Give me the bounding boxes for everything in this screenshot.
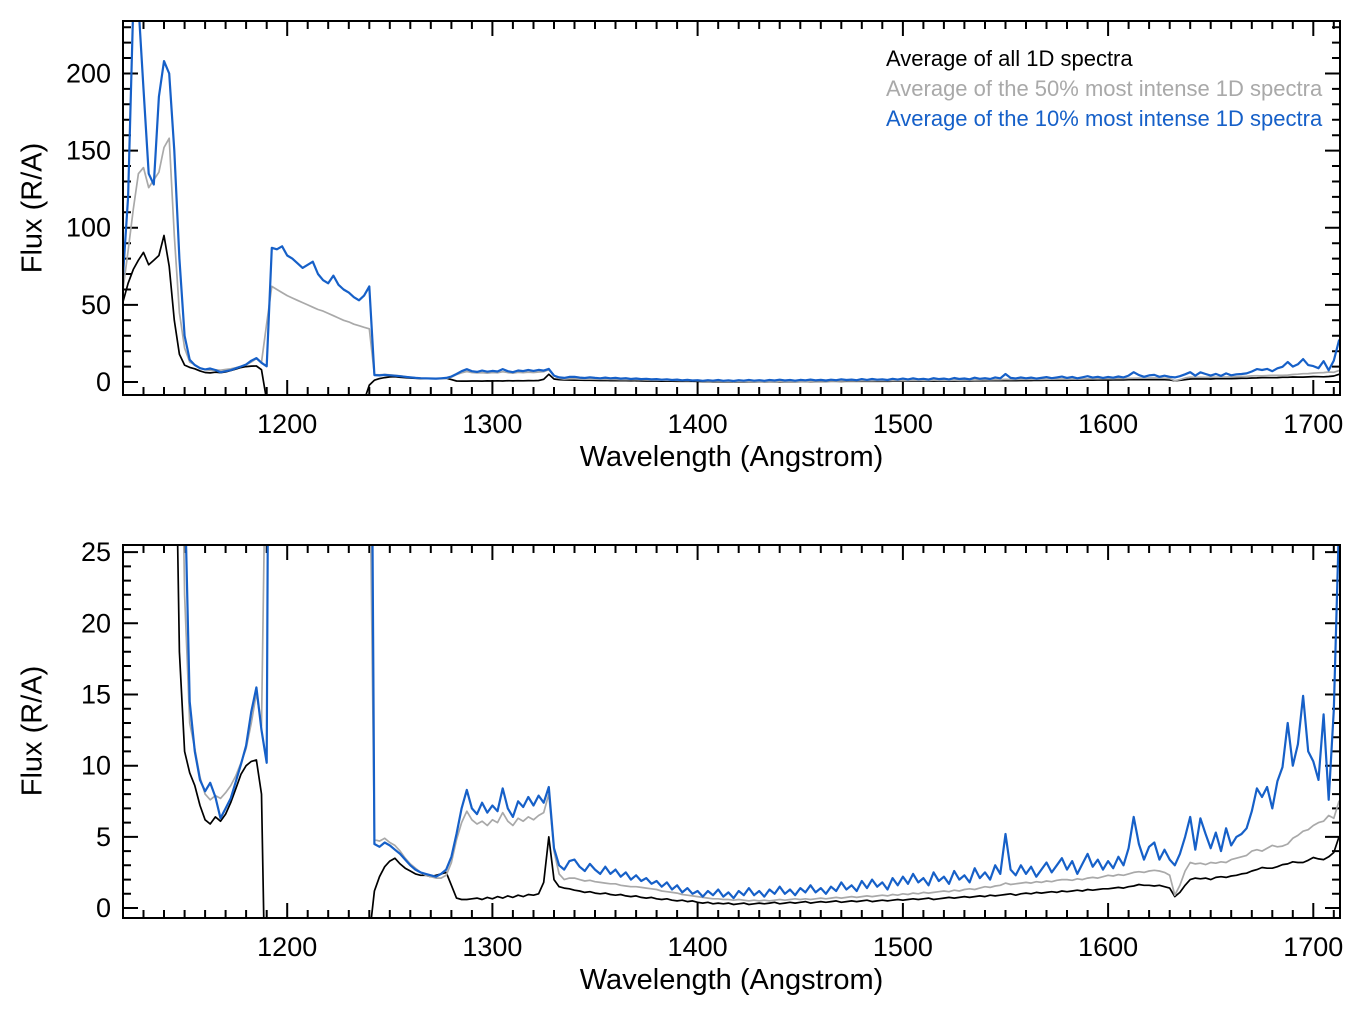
y-tick-label: 5 — [96, 822, 111, 852]
legend: Average of all 1D spectra Average of the… — [886, 44, 1322, 134]
x-tick-label: 1300 — [462, 932, 522, 962]
series-group — [123, 21, 1340, 395]
y-tick-label: 25 — [81, 537, 111, 567]
plot-frame — [122, 544, 1341, 919]
y-tick-label: 50 — [81, 290, 111, 320]
x-tick-label: 1200 — [257, 409, 317, 439]
x-tick-label: 1200 — [257, 932, 317, 962]
x-axis-title-bottom: Wavelength (Angstrom) — [579, 964, 884, 996]
axis-ticks — [122, 545, 1340, 918]
x-tick-label: 1400 — [668, 409, 728, 439]
y-tick-label: 0 — [96, 893, 111, 923]
y-tick-label: 15 — [81, 680, 111, 710]
y-tick-label: 150 — [66, 136, 111, 166]
panel-top: 1200 1300 1400 1500 1600 1700 0 50 100 150 200 — [66, 20, 1343, 439]
y-tick-label: 10 — [81, 751, 111, 781]
x-tick-label: 1700 — [1283, 932, 1343, 962]
x-tick-label: 1700 — [1283, 409, 1343, 439]
legend-item-all-spectra: Average of all 1D spectra — [886, 46, 1133, 71]
x-axis-title-top: Wavelength (Angstrom) — [579, 441, 884, 473]
legend-item-10-percent: Average of the 10% most intense 1D spect… — [886, 106, 1323, 131]
series-line-2 — [184, 545, 1340, 900]
y-tick-label: 0 — [96, 367, 111, 397]
x-tick-label: 1500 — [873, 409, 933, 439]
y-axis-title-top: Flux (R/A) — [16, 142, 49, 274]
series-group — [176, 545, 1340, 918]
legend-item-50-percent: Average of the 50% most intense 1D spect… — [886, 76, 1323, 101]
series-line-0 — [176, 545, 1340, 918]
y-tick-label: 20 — [81, 608, 111, 638]
x-tick-label: 1600 — [1078, 932, 1138, 962]
x-tick-label: 1500 — [873, 932, 933, 962]
y-tick-label: 100 — [66, 213, 111, 243]
series-line-2 — [123, 21, 1340, 383]
x-tick-label: 1300 — [462, 409, 522, 439]
series-line-1 — [123, 137, 1340, 383]
y-tick-label: 200 — [66, 59, 111, 89]
y-axis-title-bottom: Flux (R/A) — [16, 665, 49, 797]
plot-frame — [122, 20, 1341, 396]
panel-bottom: 1200 1300 1400 1500 1600 1700 0 5 10 15 20 25 — [81, 537, 1343, 962]
series-line-1 — [182, 545, 1340, 902]
x-tick-label: 1400 — [668, 932, 728, 962]
x-tick-label: 1600 — [1078, 409, 1138, 439]
